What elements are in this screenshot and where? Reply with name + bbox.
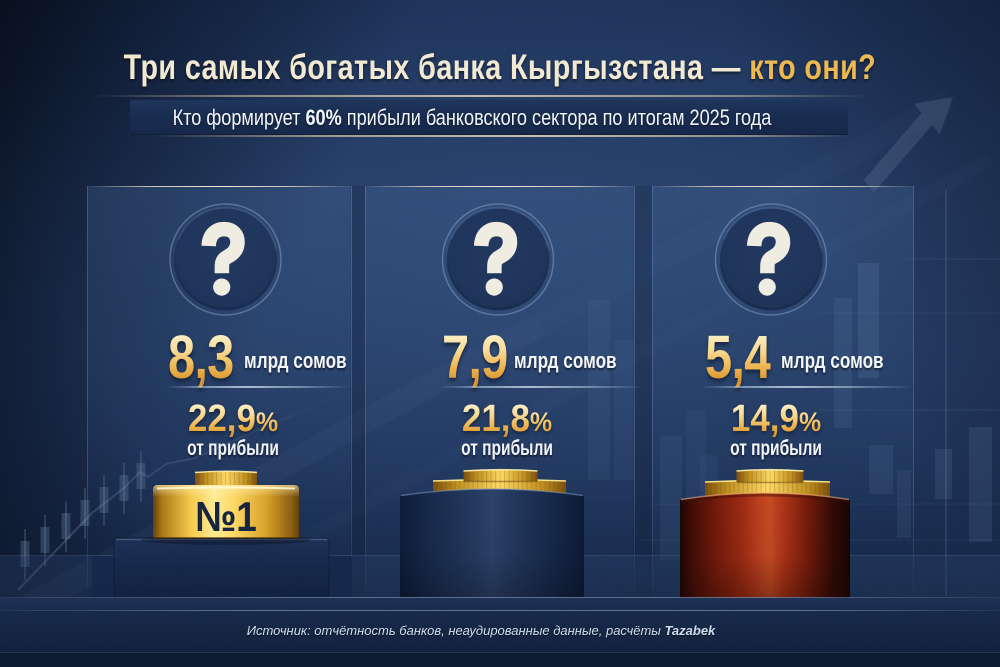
svg-text:№1: №1 (195, 494, 257, 541)
